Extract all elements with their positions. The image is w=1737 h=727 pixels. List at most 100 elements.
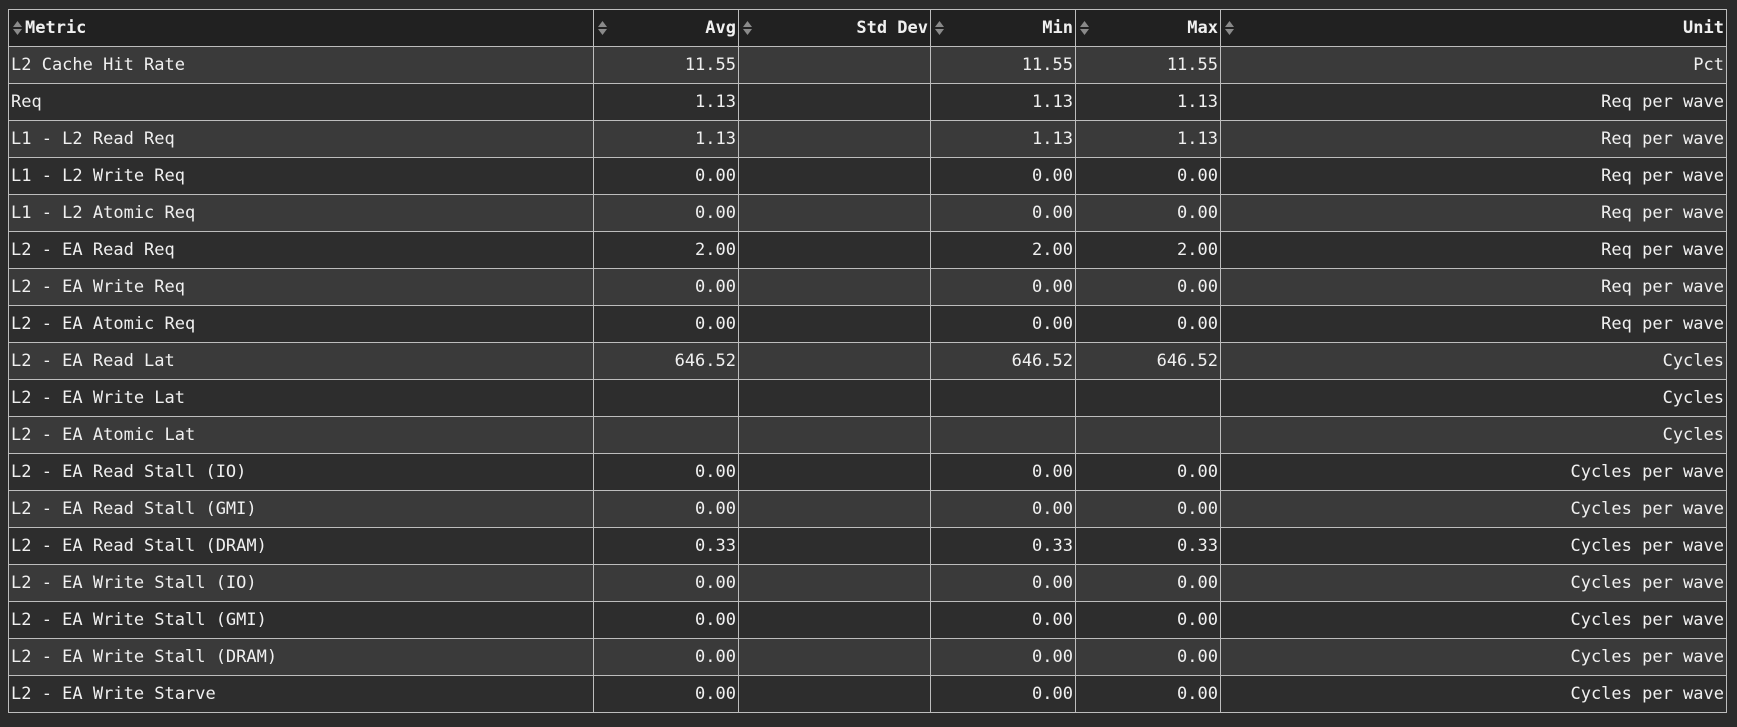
table-row: L1 - L2 Atomic Req 0.00 0.00 0.00 Req per wa…: [8, 194, 1727, 232]
column-header-avg[interactable]: Avg: [593, 9, 739, 47]
max-cell: 0.00: [1075, 305, 1221, 343]
std-dev-cell: [738, 453, 931, 491]
avg-cell: 0.00: [593, 564, 739, 602]
avg-cell: 0.00: [593, 453, 739, 491]
avg-cell: 0.00: [593, 675, 739, 713]
min-cell: 0.00: [930, 453, 1076, 491]
max-cell: 0.00: [1075, 157, 1221, 195]
avg-cell: 11.55: [593, 46, 739, 84]
max-cell: 0.00: [1075, 675, 1221, 713]
sort-icon[interactable]: [1079, 19, 1090, 37]
column-header-label: Unit: [1683, 18, 1724, 38]
sort-icon[interactable]: [742, 19, 753, 37]
max-cell: 0.00: [1075, 564, 1221, 602]
std-dev-cell: [738, 46, 931, 84]
max-cell: 0.00: [1075, 601, 1221, 639]
max-cell: 2.00: [1075, 231, 1221, 269]
unit-cell: Pct: [1220, 46, 1727, 84]
max-cell: 0.00: [1075, 194, 1221, 232]
min-cell: 0.33: [930, 527, 1076, 565]
min-cell: 0.00: [930, 194, 1076, 232]
unit-cell: Req per wave: [1220, 305, 1727, 343]
max-cell: 1.13: [1075, 83, 1221, 121]
unit-cell: Cycles per wave: [1220, 601, 1727, 639]
std-dev-cell: [738, 638, 931, 676]
avg-cell: [593, 416, 739, 454]
unit-cell: Req per wave: [1220, 231, 1727, 269]
unit-cell: Cycles: [1220, 379, 1727, 417]
metric-cell: L2 - EA Read Stall (IO): [8, 453, 594, 491]
std-dev-cell: [738, 416, 931, 454]
max-cell: 1.13: [1075, 120, 1221, 158]
metric-cell: L2 - EA Write Starve: [8, 675, 594, 713]
std-dev-cell: [738, 83, 931, 121]
std-dev-cell: [738, 564, 931, 602]
unit-cell: Cycles per wave: [1220, 527, 1727, 565]
column-header-unit[interactable]: Unit: [1220, 9, 1727, 47]
table-row: L2 - EA Read Stall (IO) 0.00 0.00 0.00 Cycle…: [8, 453, 1727, 491]
min-cell: 0.00: [930, 601, 1076, 639]
min-cell: 0.00: [930, 638, 1076, 676]
metric-cell: L2 - EA Read Lat: [8, 342, 594, 380]
metric-cell: L1 - L2 Atomic Req: [8, 194, 594, 232]
table-row: L2 - EA Read Stall (GMI) 0.00 0.00 0.00 Cycl…: [8, 490, 1727, 528]
avg-cell: 0.00: [593, 194, 739, 232]
unit-cell: Req per wave: [1220, 157, 1727, 195]
unit-cell: Cycles: [1220, 416, 1727, 454]
sort-icon[interactable]: [1224, 19, 1235, 37]
std-dev-cell: [738, 231, 931, 269]
metric-cell: L2 - EA Write Req: [8, 268, 594, 306]
sort-icon[interactable]: [12, 19, 23, 37]
table-body: L2 Cache Hit Rate 11.55 11.55 11.55 Pct Req 1.…: [8, 46, 1727, 713]
metric-cell: L2 - EA Read Req: [8, 231, 594, 269]
metrics-table-container: Metric Avg Std Dev Min Max Unit L2 Cache Hit …: [8, 9, 1727, 713]
metric-cell: L2 - EA Read Stall (GMI): [8, 490, 594, 528]
sort-icon[interactable]: [934, 19, 945, 37]
avg-cell: 1.13: [593, 83, 739, 121]
std-dev-cell: [738, 527, 931, 565]
table-row: L2 - EA Write Stall (GMI) 0.00 0.00 0.00 Cyc…: [8, 601, 1727, 639]
std-dev-cell: [738, 157, 931, 195]
min-cell: 0.00: [930, 305, 1076, 343]
std-dev-cell: [738, 342, 931, 380]
table-row: L2 - EA Read Lat 646.52 646.52 646.52 Cycles: [8, 342, 1727, 380]
avg-cell: 0.33: [593, 527, 739, 565]
column-header-label: Max: [1187, 18, 1218, 38]
metric-cell: L1 - L2 Write Req: [8, 157, 594, 195]
table-row: L1 - L2 Write Req 0.00 0.00 0.00 Req per wav…: [8, 157, 1727, 195]
std-dev-cell: [738, 675, 931, 713]
table-row: L2 - EA Write Starve 0.00 0.00 0.00 Cycles p…: [8, 675, 1727, 713]
table-row: L2 - EA Write Stall (IO) 0.00 0.00 0.00 Cycl…: [8, 564, 1727, 602]
column-header-metric[interactable]: Metric: [8, 9, 594, 47]
max-cell: 0.00: [1075, 268, 1221, 306]
column-header-std-dev[interactable]: Std Dev: [738, 9, 931, 47]
metric-cell: L2 - EA Read Stall (DRAM): [8, 527, 594, 565]
unit-cell: Cycles per wave: [1220, 675, 1727, 713]
header-row: Metric Avg Std Dev Min Max Unit: [8, 9, 1727, 47]
min-cell: 1.13: [930, 83, 1076, 121]
sort-icon[interactable]: [597, 19, 608, 37]
column-header-min[interactable]: Min: [930, 9, 1076, 47]
min-cell: [930, 379, 1076, 417]
unit-cell: Cycles per wave: [1220, 490, 1727, 528]
column-header-label: Metric: [25, 18, 87, 38]
max-cell: [1075, 379, 1221, 417]
std-dev-cell: [738, 120, 931, 158]
avg-cell: 2.00: [593, 231, 739, 269]
max-cell: 0.00: [1075, 453, 1221, 491]
min-cell: 2.00: [930, 231, 1076, 269]
avg-cell: 0.00: [593, 638, 739, 676]
max-cell: 11.55: [1075, 46, 1221, 84]
metric-cell: L2 - EA Write Lat: [8, 379, 594, 417]
metric-cell: L2 - EA Write Stall (IO): [8, 564, 594, 602]
metric-cell: Req: [8, 83, 594, 121]
avg-cell: 0.00: [593, 268, 739, 306]
metric-cell: L2 - EA Atomic Req: [8, 305, 594, 343]
std-dev-cell: [738, 601, 931, 639]
table-row: L2 - EA Write Req 0.00 0.00 0.00 Req per wav…: [8, 268, 1727, 306]
column-header-max[interactable]: Max: [1075, 9, 1221, 47]
max-cell: 0.33: [1075, 527, 1221, 565]
table-row: L2 Cache Hit Rate 11.55 11.55 11.55 Pct: [8, 46, 1727, 84]
column-header-label: Avg: [705, 18, 736, 38]
avg-cell: [593, 379, 739, 417]
